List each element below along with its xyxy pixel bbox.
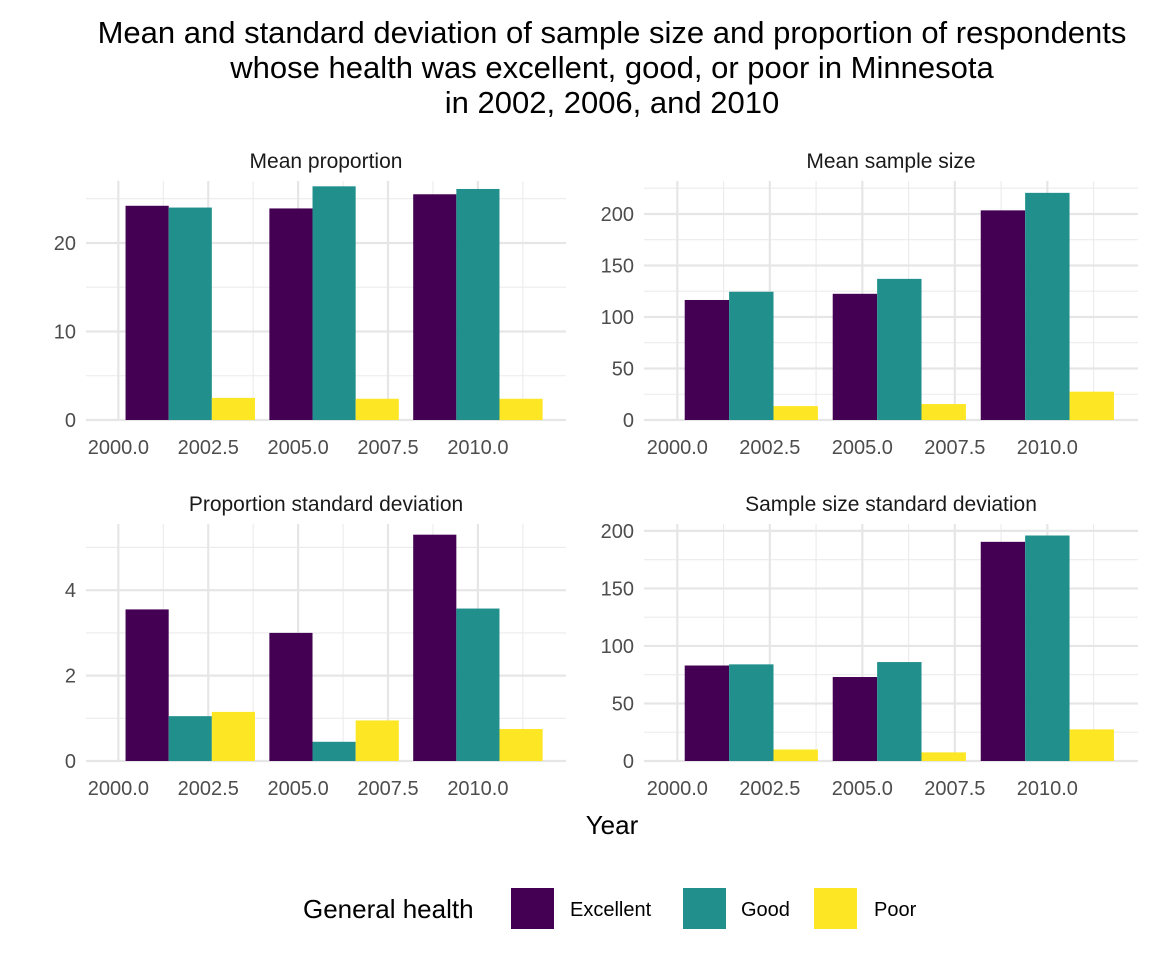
x-tick-label: 2000.0 bbox=[88, 437, 149, 459]
bar-good-2006 bbox=[877, 278, 922, 420]
bar-good-2002 bbox=[729, 664, 774, 761]
bar-poor-2002 bbox=[211, 397, 255, 420]
y-tick-label: 10 bbox=[54, 321, 76, 343]
legend-label-poor: Poor bbox=[874, 899, 917, 921]
bar-good-2010 bbox=[456, 608, 500, 761]
y-tick-label: 100 bbox=[601, 636, 634, 658]
title-line-1: Mean and standard deviation of sample si… bbox=[98, 15, 1127, 50]
y-tick-label: 4 bbox=[65, 580, 76, 602]
bar-poor-2010 bbox=[1069, 391, 1114, 420]
bar-good-2010 bbox=[1025, 192, 1070, 420]
y-tick-label: 50 bbox=[612, 358, 634, 380]
bar-poor-2010 bbox=[499, 398, 543, 420]
bar-poor-2010 bbox=[499, 728, 543, 761]
y-tick-label: 150 bbox=[601, 578, 634, 600]
bar-excellent-2010 bbox=[413, 194, 457, 420]
bar-good-2010 bbox=[456, 188, 500, 420]
legend-key-poor bbox=[814, 888, 857, 929]
panel-4: Sample size standard deviation 0 50 100 150 2… bbox=[601, 493, 1138, 800]
bar-poor-2006 bbox=[355, 398, 399, 420]
bar-poor-2002 bbox=[773, 406, 818, 420]
y-tick-label: 200 bbox=[601, 204, 634, 226]
panel-3: Proportion standard deviation 0 2 4 2000.0 20… bbox=[65, 493, 566, 800]
y-tick-label: 0 bbox=[65, 410, 76, 432]
x-tick-label: 2010.0 bbox=[1017, 437, 1078, 459]
x-tick-label: 2005.0 bbox=[268, 437, 329, 459]
x-tick-label: 2000.0 bbox=[647, 437, 708, 459]
bar-poor-2006 bbox=[921, 404, 966, 420]
bar-excellent-2006 bbox=[832, 293, 878, 420]
legend: General health Excellent Good Poor bbox=[303, 888, 917, 929]
y-tick-label: 0 bbox=[623, 410, 634, 432]
bar-excellent-2002 bbox=[125, 609, 169, 761]
panel-2: Mean sample size 0 50 100 150 200 2000.0 2002.5… bbox=[601, 150, 1138, 459]
y-tick-label: 0 bbox=[65, 751, 76, 773]
bar-excellent-2010 bbox=[413, 534, 457, 761]
bar-poor-2002 bbox=[773, 749, 818, 761]
bar-good-2006 bbox=[312, 186, 356, 420]
panel-title: Mean proportion bbox=[250, 150, 403, 173]
x-tick-label: 2002.5 bbox=[178, 778, 239, 800]
title-line-2: whose health was excellent, good, or poo… bbox=[229, 50, 994, 85]
bar-good-2002 bbox=[729, 291, 774, 420]
bar-excellent-2010 bbox=[980, 541, 1026, 761]
legend-label-good: Good bbox=[741, 899, 790, 921]
x-tick-label: 2010.0 bbox=[447, 437, 508, 459]
x-tick-label: 2002.5 bbox=[739, 437, 800, 459]
bar-good-2002 bbox=[168, 207, 212, 420]
y-tick-label: 20 bbox=[54, 233, 76, 255]
panel-title: Proportion standard deviation bbox=[189, 493, 463, 516]
panel-bars bbox=[125, 534, 543, 761]
y-tick-label: 50 bbox=[612, 693, 634, 715]
x-axis-label: Year bbox=[586, 810, 639, 840]
legend-key-excellent bbox=[511, 888, 554, 929]
bar-good-2006 bbox=[877, 662, 922, 761]
x-tick-label: 2002.5 bbox=[178, 437, 239, 459]
bar-poor-2010 bbox=[1069, 729, 1114, 761]
panel-bars bbox=[684, 535, 1114, 761]
x-tick-label: 2005.0 bbox=[832, 778, 893, 800]
chart-title: Mean and standard deviation of sample si… bbox=[98, 15, 1127, 120]
bar-excellent-2002 bbox=[125, 205, 169, 420]
y-tick-label: 100 bbox=[601, 307, 634, 329]
bar-excellent-2002 bbox=[684, 299, 730, 420]
y-tick-label: 2 bbox=[65, 666, 76, 688]
bar-good-2002 bbox=[168, 716, 212, 761]
bar-excellent-2002 bbox=[684, 665, 730, 761]
panel-bars bbox=[125, 186, 543, 420]
x-tick-label: 2010.0 bbox=[447, 778, 508, 800]
legend-label-excellent: Excellent bbox=[570, 899, 652, 921]
title-line-3: in 2002, 2006, and 2010 bbox=[445, 85, 779, 120]
x-tick-label: 2007.5 bbox=[357, 778, 418, 800]
x-tick-label: 2007.5 bbox=[357, 437, 418, 459]
x-tick-label: 2005.0 bbox=[268, 778, 329, 800]
x-tick-label: 2000.0 bbox=[88, 778, 149, 800]
panel-title: Sample size standard deviation bbox=[745, 493, 1037, 516]
legend-title: General health bbox=[303, 894, 474, 924]
panel-title: Mean sample size bbox=[806, 150, 975, 173]
x-tick-label: 2000.0 bbox=[647, 778, 708, 800]
bar-excellent-2006 bbox=[832, 677, 878, 761]
x-tick-label: 2007.5 bbox=[924, 437, 985, 459]
x-tick-label: 2007.5 bbox=[924, 778, 985, 800]
bar-excellent-2006 bbox=[269, 632, 313, 761]
bar-good-2006 bbox=[312, 741, 356, 761]
bar-good-2010 bbox=[1025, 535, 1070, 761]
y-tick-label: 200 bbox=[601, 521, 634, 543]
bar-excellent-2006 bbox=[269, 208, 313, 420]
bar-excellent-2010 bbox=[980, 210, 1026, 420]
x-tick-label: 2010.0 bbox=[1017, 778, 1078, 800]
x-tick-label: 2002.5 bbox=[739, 778, 800, 800]
y-tick-label: 150 bbox=[601, 255, 634, 277]
bar-poor-2006 bbox=[921, 752, 966, 761]
bar-poor-2006 bbox=[355, 720, 399, 761]
y-tick-label: 0 bbox=[623, 751, 634, 773]
panel-1: Mean proportion 0 10 20 2000.0 2002.5 2005.0 20… bbox=[54, 150, 566, 459]
legend-key-good bbox=[683, 888, 726, 929]
bar-poor-2002 bbox=[211, 711, 255, 761]
x-tick-label: 2005.0 bbox=[832, 437, 893, 459]
panel-bars bbox=[684, 192, 1114, 420]
